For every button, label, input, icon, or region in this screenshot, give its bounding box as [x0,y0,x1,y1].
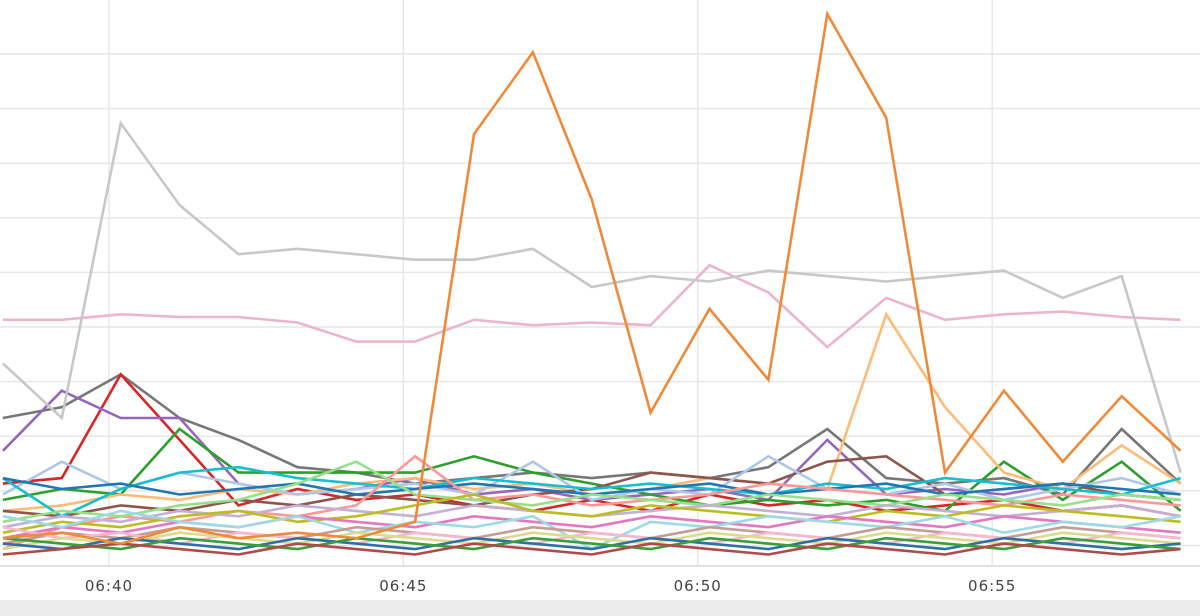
x-tick-label: 06:50 [674,577,722,595]
series-line-9 [2,454,1181,502]
series-line-8 [2,454,1181,518]
x-tick-label: 06:40 [85,577,133,595]
series-lines [1,10,1182,556]
series-line-10 [2,465,1181,518]
x-axis-ticks: 06:40 06:45 06:50 06:55 [85,577,1016,595]
series-line-3 [2,372,1182,496]
series-line-2 [2,263,1181,349]
series-line-6 [2,427,1182,513]
horizontal-scrollbar[interactable] [0,600,1200,616]
series-line-0 [2,10,1182,545]
x-tick-label: 06:45 [379,577,427,595]
series-line-23 [2,542,1181,556]
grid [0,0,1200,567]
x-tick-label: 06:55 [968,577,1016,595]
series-line-20 [2,531,1181,551]
series-line-11 [2,476,1181,496]
series-line-19 [2,525,1181,545]
series-line-1 [2,120,1182,473]
series-line-12 [2,454,1181,551]
series-line-13 [2,460,1181,524]
series-line-21 [2,536,1181,551]
series-line-7 [2,311,1182,513]
series-line-18 [2,525,1181,545]
series-line-15 [2,493,1181,534]
